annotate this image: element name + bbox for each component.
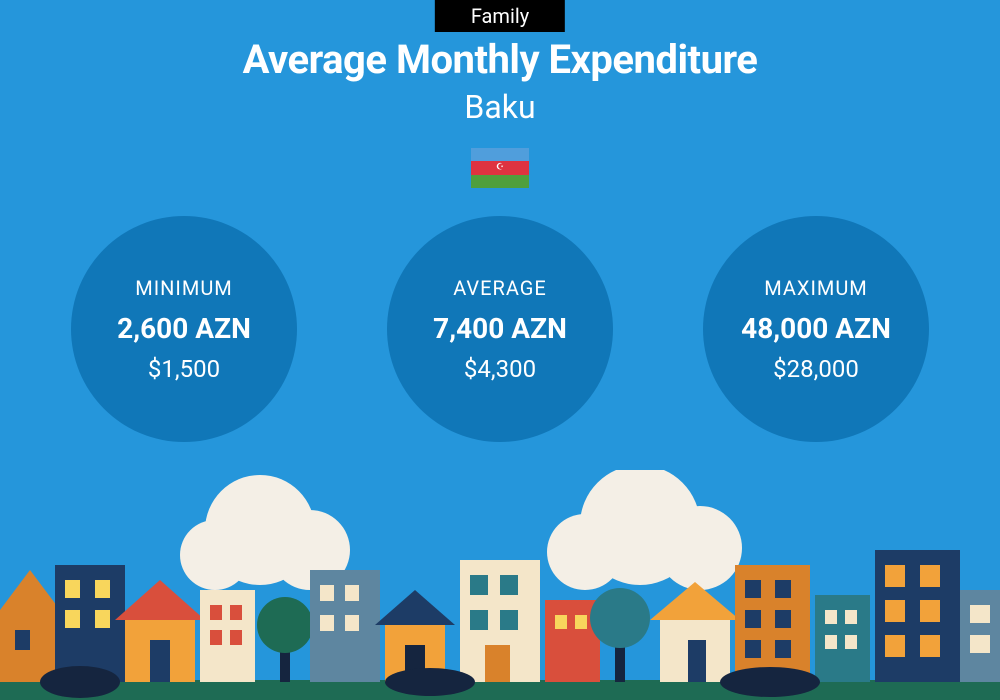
stat-label: AVERAGE [453,276,547,300]
building [815,595,870,682]
bush [385,668,475,696]
building [460,560,540,682]
country-flag: ☪ [471,148,529,188]
building [310,570,380,682]
stat-main-value: 2,600 AZN [117,312,251,345]
category-badge: Family [435,0,565,32]
building [875,550,960,682]
page-subtitle: Baku [0,88,1000,126]
flag-stripe-top [471,148,529,161]
building [735,565,810,682]
page-title: Average Monthly Expenditure [0,36,1000,83]
building [960,590,1000,682]
building [375,590,455,682]
building [115,580,205,682]
bush [40,666,120,698]
city-illustration [0,470,1000,700]
stat-circle-average: AVERAGE 7,400 AZN $4,300 [387,216,613,442]
flag-stripe-mid: ☪ [471,161,529,174]
stat-main-value: 7,400 AZN [433,312,567,345]
cloud-icon [547,470,742,590]
stat-main-value: 48,000 AZN [741,312,891,345]
ground [0,680,1000,700]
stat-sub-value: $1,500 [148,355,220,383]
flag-stripe-bottom [471,175,529,188]
stat-sub-value: $4,300 [464,355,536,383]
stat-label: MAXIMUM [764,276,868,300]
building [650,582,740,682]
building [200,590,255,682]
building [55,565,125,682]
stat-circle-maximum: MAXIMUM 48,000 AZN $28,000 [703,216,929,442]
stat-sub-value: $28,000 [773,355,859,383]
flag-emblem-icon: ☪ [496,163,504,172]
stats-row: MINIMUM 2,600 AZN $1,500 AVERAGE 7,400 A… [0,216,1000,442]
stat-label: MINIMUM [135,276,233,300]
building [0,570,60,682]
bush [720,667,820,697]
stat-circle-minimum: MINIMUM 2,600 AZN $1,500 [71,216,297,442]
tree-icon [257,597,313,682]
